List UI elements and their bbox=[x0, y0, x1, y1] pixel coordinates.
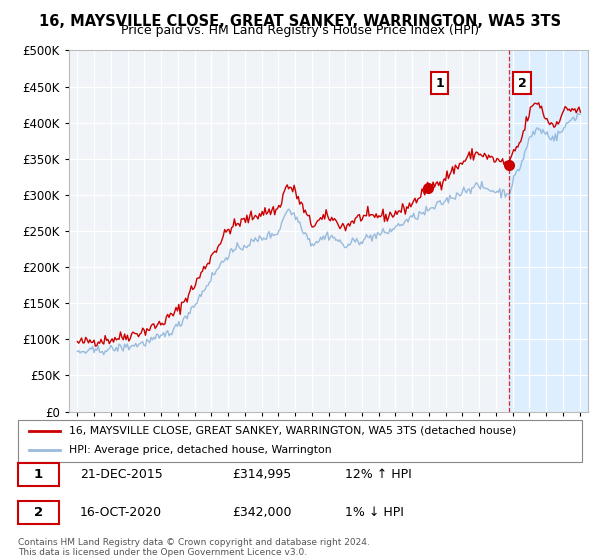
Text: 16, MAYSVILLE CLOSE, GREAT SANKEY, WARRINGTON, WA5 3TS: 16, MAYSVILLE CLOSE, GREAT SANKEY, WARRI… bbox=[39, 14, 561, 29]
Text: £314,995: £314,995 bbox=[232, 468, 292, 481]
Text: 2: 2 bbox=[34, 506, 43, 519]
Text: 1% ↓ HPI: 1% ↓ HPI bbox=[345, 506, 404, 519]
FancyBboxPatch shape bbox=[18, 420, 582, 462]
Text: 2: 2 bbox=[518, 77, 526, 90]
Text: 21-DEC-2015: 21-DEC-2015 bbox=[80, 468, 163, 481]
Text: Contains HM Land Registry data © Crown copyright and database right 2024.
This d: Contains HM Land Registry data © Crown c… bbox=[18, 538, 370, 557]
Text: 1: 1 bbox=[34, 468, 43, 481]
Text: 16, MAYSVILLE CLOSE, GREAT SANKEY, WARRINGTON, WA5 3TS (detached house): 16, MAYSVILLE CLOSE, GREAT SANKEY, WARRI… bbox=[69, 426, 516, 436]
Text: 12% ↑ HPI: 12% ↑ HPI bbox=[345, 468, 412, 481]
Text: £342,000: £342,000 bbox=[232, 506, 292, 519]
FancyBboxPatch shape bbox=[18, 463, 59, 486]
FancyBboxPatch shape bbox=[18, 501, 59, 524]
Text: Price paid vs. HM Land Registry's House Price Index (HPI): Price paid vs. HM Land Registry's House … bbox=[121, 24, 479, 36]
Text: 1: 1 bbox=[435, 77, 444, 90]
Bar bbox=[509, 50, 588, 412]
Text: 16-OCT-2020: 16-OCT-2020 bbox=[80, 506, 162, 519]
Text: HPI: Average price, detached house, Warrington: HPI: Average price, detached house, Warr… bbox=[69, 445, 331, 455]
